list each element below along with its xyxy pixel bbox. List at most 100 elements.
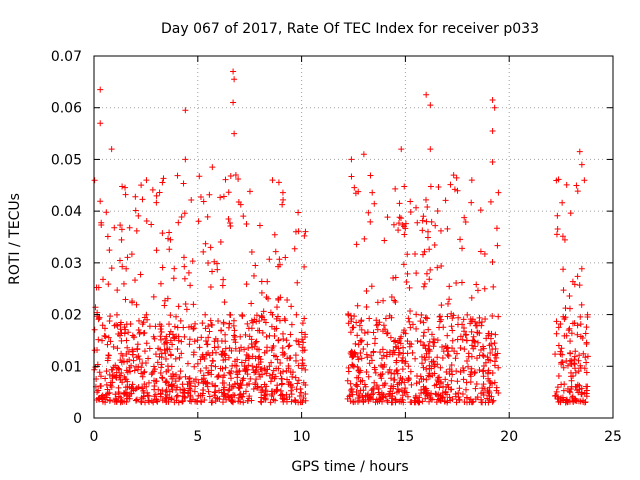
data-point: [401, 231, 408, 238]
data-point: [211, 392, 218, 399]
data-point: [206, 191, 213, 198]
data-point: [414, 219, 421, 226]
data-point: [94, 389, 101, 396]
data-point: [358, 355, 365, 362]
data-point: [150, 363, 157, 370]
data-point: [557, 321, 564, 328]
data-point: [193, 398, 200, 405]
data-point: [400, 223, 407, 230]
data-point: [294, 380, 301, 387]
data-point: [569, 320, 576, 327]
x-tick-label: 15: [396, 429, 414, 445]
data-point: [420, 389, 427, 396]
data-point: [491, 358, 498, 365]
data-point: [366, 315, 373, 322]
data-point: [563, 181, 570, 188]
data-point: [135, 326, 142, 333]
data-point: [446, 296, 453, 303]
data-point: [468, 365, 475, 372]
data-point: [261, 392, 268, 399]
data-point: [292, 374, 299, 381]
data-point: [398, 387, 405, 394]
data-point: [301, 315, 308, 322]
data-point: [423, 218, 430, 225]
data-point: [413, 204, 420, 211]
data-point: [178, 213, 185, 220]
data-point: [117, 394, 124, 401]
data-point: [430, 343, 437, 350]
data-point: [563, 332, 570, 339]
data-point: [218, 389, 225, 396]
data-point: [230, 332, 237, 339]
data-point: [367, 172, 374, 179]
data-point: [162, 350, 169, 357]
data-point: [95, 284, 102, 291]
data-point: [571, 353, 578, 360]
data-point: [207, 283, 214, 290]
data-point: [202, 325, 209, 332]
data-point: [220, 193, 227, 200]
data-point: [566, 349, 573, 356]
data-point: [568, 373, 575, 380]
data-point: [256, 327, 263, 334]
data-point: [417, 373, 424, 380]
data-point: [344, 377, 351, 384]
data-point: [140, 369, 147, 376]
data-point: [419, 360, 426, 367]
data-point: [391, 349, 398, 356]
data-point: [404, 270, 411, 277]
data-point: [351, 313, 358, 320]
data-point: [112, 391, 119, 398]
data-point: [95, 316, 102, 323]
data-point: [102, 399, 109, 406]
data-point: [204, 369, 211, 376]
data-point: [390, 385, 397, 392]
data-point: [173, 393, 180, 400]
data-point: [396, 349, 403, 356]
data-point: [181, 263, 188, 270]
data-point: [397, 375, 404, 381]
data-point: [552, 351, 559, 358]
data-point: [219, 399, 226, 406]
data-point: [478, 390, 485, 397]
data-point: [433, 399, 440, 406]
data-point: [434, 337, 441, 344]
data-point: [554, 212, 561, 219]
data-point: [107, 397, 114, 404]
data-point: [181, 275, 188, 282]
data-point: [474, 287, 481, 294]
data-point: [416, 379, 423, 386]
data-point: [122, 184, 129, 191]
data-point: [145, 379, 152, 386]
data-point: [442, 376, 449, 383]
data-point: [162, 379, 169, 386]
data-point: [205, 349, 212, 356]
data-point: [162, 335, 169, 342]
data-point: [241, 366, 248, 373]
data-point: [236, 347, 243, 354]
data-point: [198, 376, 205, 383]
data-point: [186, 341, 193, 348]
data-point: [294, 279, 301, 286]
data-point: [117, 357, 124, 364]
data-point: [114, 287, 121, 294]
data-point: [423, 376, 430, 383]
data-point: [214, 395, 221, 402]
data-point: [427, 266, 434, 273]
data-point: [286, 342, 293, 349]
data-point: [120, 358, 127, 365]
data-point: [261, 395, 268, 402]
data-point: [196, 173, 203, 180]
data-point: [164, 391, 171, 398]
data-point: [575, 389, 582, 396]
data-point: [368, 352, 375, 359]
data-point: [345, 310, 352, 317]
data-point: [401, 183, 408, 190]
data-point: [114, 345, 121, 352]
data-point: [495, 189, 502, 196]
data-point: [397, 396, 404, 403]
data-point: [108, 366, 115, 373]
data-point: [463, 331, 470, 338]
data-point: [124, 395, 131, 402]
data-point: [479, 368, 486, 375]
